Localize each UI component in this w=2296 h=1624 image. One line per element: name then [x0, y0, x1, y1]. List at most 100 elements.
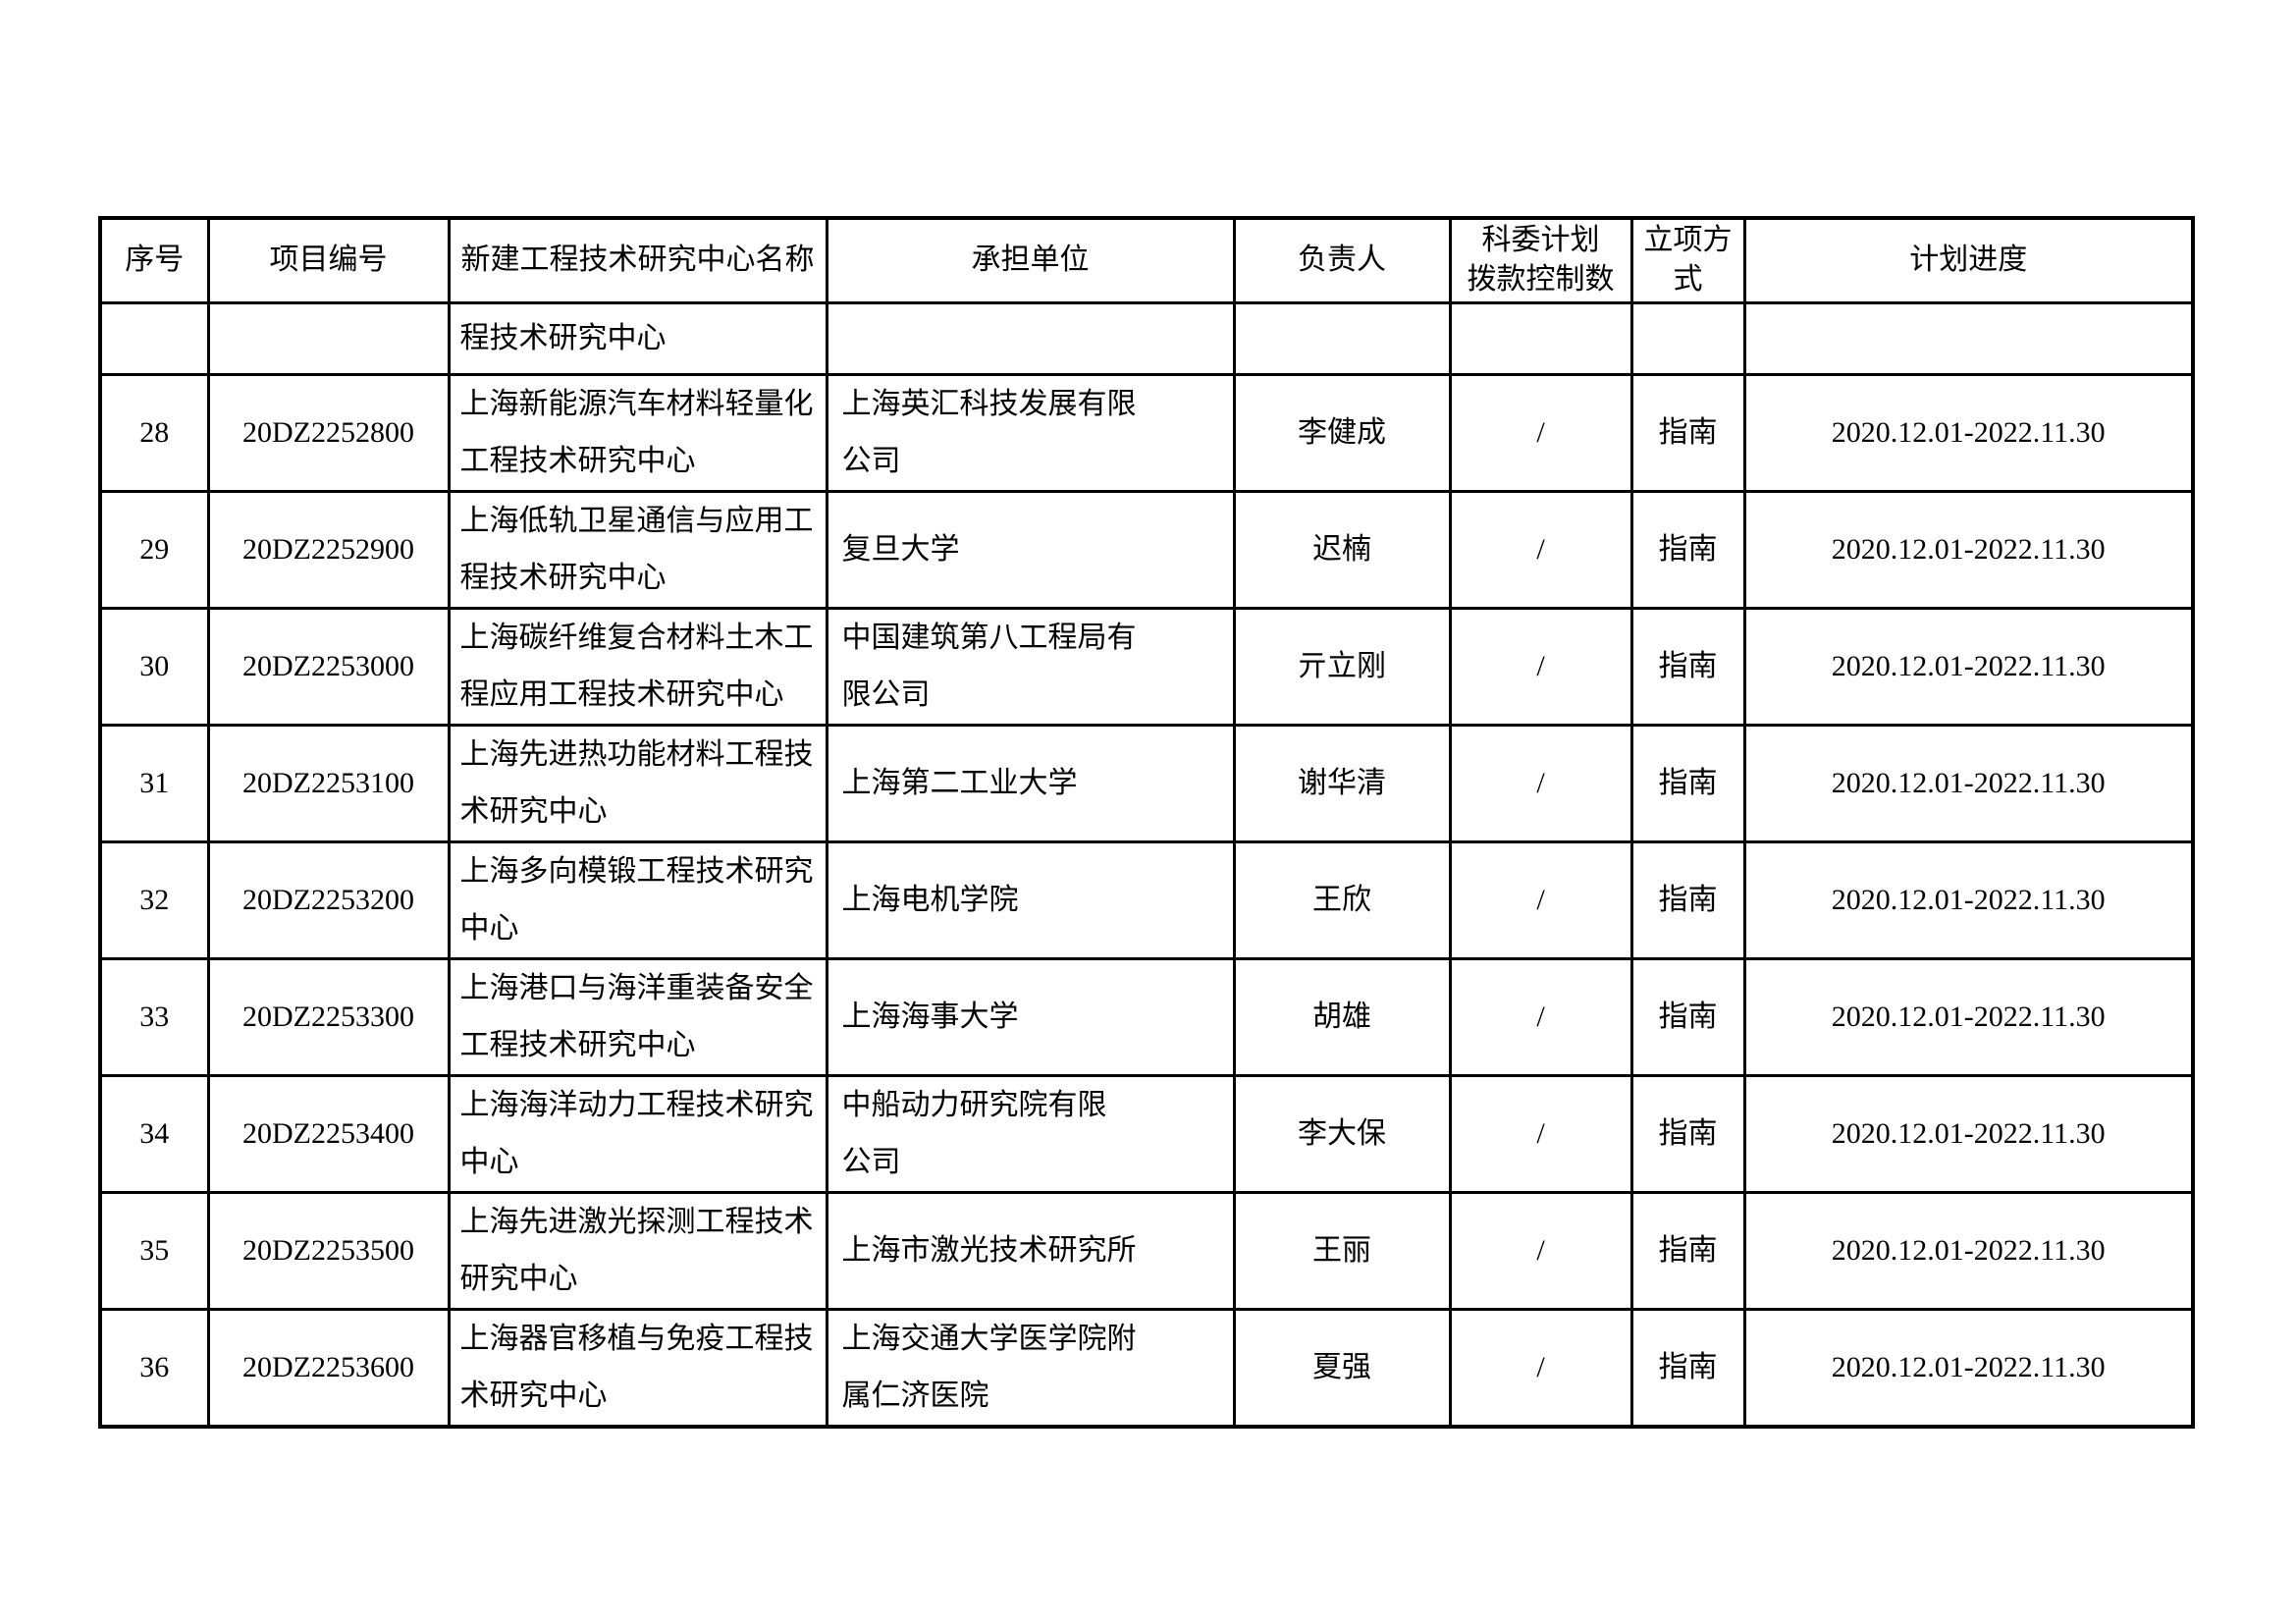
cell-unit: 复旦大学: [825, 489, 1236, 610]
cell-code: 20DZ2253600: [206, 1307, 451, 1428]
cell-name: 上海新能源汽车材料轻量化 工程技术研究中心: [447, 372, 828, 493]
cell-no: 28: [98, 372, 210, 493]
cell-method: 指南: [1629, 1073, 1746, 1194]
cell-schedule: 2020.12.01-2022.11.30: [1742, 723, 2195, 843]
table-row: 29 20DZ2252900 上海低轨卫星通信与应用工 程技术研究中心 复旦大学…: [98, 489, 2195, 610]
header-cell-code: 项目编号: [206, 216, 451, 304]
cell-name: 上海碳纤维复合材料土木工 程应用工程技术研究中心: [447, 606, 828, 727]
cell-leader: 亓立刚: [1232, 606, 1452, 727]
cell-method: 指南: [1629, 489, 1746, 610]
cell-no: 35: [98, 1190, 210, 1311]
cell-name: 上海海洋动力工程技术研究 中心: [447, 1073, 828, 1194]
cell-schedule: [1742, 300, 2195, 376]
cell-leader: 谢华清: [1232, 723, 1452, 843]
cell-method: 指南: [1629, 839, 1746, 960]
cell-grant: /: [1448, 606, 1633, 727]
table-row: 34 20DZ2253400 上海海洋动力工程技术研究 中心 中船动力研究院有限…: [98, 1073, 2195, 1194]
carryover-row: 程技术研究中心: [98, 300, 2195, 376]
cell-unit: 上海电机学院: [825, 839, 1236, 960]
cell-method: 指南: [1629, 372, 1746, 493]
cell-no: 33: [98, 956, 210, 1077]
cell-leader: 胡雄: [1232, 956, 1452, 1077]
cell-name: 上海低轨卫星通信与应用工 程技术研究中心: [447, 489, 828, 610]
cell-code: 20DZ2253500: [206, 1190, 451, 1311]
cell-grant: /: [1448, 1190, 1633, 1311]
cell-schedule: 2020.12.01-2022.11.30: [1742, 606, 2195, 727]
cell-method: 指南: [1629, 1307, 1746, 1428]
cell-unit: 上海第二工业大学: [825, 723, 1236, 843]
header-cell-name: 新建工程技术研究中心名称: [447, 216, 828, 304]
table-row: 30 20DZ2253000 上海碳纤维复合材料土木工 程应用工程技术研究中心 …: [98, 606, 2195, 727]
cell-no: 36: [98, 1307, 210, 1428]
cell-grant: /: [1448, 1307, 1633, 1428]
cell-code: 20DZ2253000: [206, 606, 451, 727]
cell-grant: /: [1448, 839, 1633, 960]
cell-unit: [825, 300, 1236, 376]
cell-name: 上海器官移植与免疫工程技 术研究中心: [447, 1307, 828, 1428]
cell-method: 指南: [1629, 606, 1746, 727]
cell-code: [206, 300, 451, 376]
cell-grant: /: [1448, 1073, 1633, 1194]
table-row: 32 20DZ2253200 上海多向模锻工程技术研究 中心 上海电机学院 王欣…: [98, 839, 2195, 960]
table-row: 31 20DZ2253100 上海先进热功能材料工程技 术研究中心 上海第二工业…: [98, 723, 2195, 843]
header-cell-grant: 科委计划 拨款控制数: [1448, 216, 1633, 304]
cell-unit: 中船动力研究院有限 公司: [825, 1073, 1236, 1194]
cell-grant: /: [1448, 489, 1633, 610]
header-cell-leader: 负责人: [1232, 216, 1452, 304]
cell-method: 指南: [1629, 1190, 1746, 1311]
cell-method: [1629, 300, 1746, 376]
cell-name: 上海先进热功能材料工程技 术研究中心: [447, 723, 828, 843]
cell-grant: /: [1448, 723, 1633, 843]
cell-grant: /: [1448, 372, 1633, 493]
cell-leader: 李健成: [1232, 372, 1452, 493]
table-row: 35 20DZ2253500 上海先进激光探测工程技术 研究中心 上海市激光技术…: [98, 1190, 2195, 1311]
cell-schedule: 2020.12.01-2022.11.30: [1742, 1307, 2195, 1428]
cell-code: 20DZ2252900: [206, 489, 451, 610]
cell-unit: 上海英汇科技发展有限 公司: [825, 372, 1236, 493]
cell-schedule: 2020.12.01-2022.11.30: [1742, 1073, 2195, 1194]
header-cell-no: 序号: [98, 216, 210, 304]
cell-leader: 夏强: [1232, 1307, 1452, 1428]
cell-name: 程技术研究中心: [447, 300, 828, 376]
cell-schedule: 2020.12.01-2022.11.30: [1742, 1190, 2195, 1311]
cell-schedule: 2020.12.01-2022.11.30: [1742, 956, 2195, 1077]
cell-no: 34: [98, 1073, 210, 1194]
cell-code: 20DZ2253400: [206, 1073, 451, 1194]
cell-no: 31: [98, 723, 210, 843]
cell-leader: 王丽: [1232, 1190, 1452, 1311]
header-cell-unit: 承担单位: [825, 216, 1236, 304]
cell-schedule: 2020.12.01-2022.11.30: [1742, 489, 2195, 610]
cell-code: 20DZ2253100: [206, 723, 451, 843]
cell-grant: [1448, 300, 1633, 376]
cell-no: 32: [98, 839, 210, 960]
table-row: 28 20DZ2252800 上海新能源汽车材料轻量化 工程技术研究中心 上海英…: [98, 372, 2195, 493]
cell-unit: 上海交通大学医学院附 属仁济医院: [825, 1307, 1236, 1428]
research-centers-table: 序号 项目编号 新建工程技术研究中心名称 承担单位 负责人 科委计划 拨款控制数…: [98, 216, 2195, 1429]
cell-code: 20DZ2253300: [206, 956, 451, 1077]
cell-name: 上海多向模锻工程技术研究 中心: [447, 839, 828, 960]
cell-code: 20DZ2253200: [206, 839, 451, 960]
cell-leader: [1232, 300, 1452, 376]
cell-method: 指南: [1629, 956, 1746, 1077]
cell-leader: 李大保: [1232, 1073, 1452, 1194]
cell-schedule: 2020.12.01-2022.11.30: [1742, 372, 2195, 493]
cell-unit: 上海海事大学: [825, 956, 1236, 1077]
cell-no: [98, 300, 210, 376]
table-header-row: 序号 项目编号 新建工程技术研究中心名称 承担单位 负责人 科委计划 拨款控制数…: [98, 216, 2195, 304]
cell-method: 指南: [1629, 723, 1746, 843]
cell-name: 上海先进激光探测工程技术 研究中心: [447, 1190, 828, 1311]
cell-schedule: 2020.12.01-2022.11.30: [1742, 839, 2195, 960]
header-cell-method: 立项方式: [1629, 216, 1746, 304]
cell-code: 20DZ2252800: [206, 372, 451, 493]
table-row: 36 20DZ2253600 上海器官移植与免疫工程技 术研究中心 上海交通大学…: [98, 1307, 2195, 1428]
cell-name: 上海港口与海洋重装备安全 工程技术研究中心: [447, 956, 828, 1077]
table-row: 33 20DZ2253300 上海港口与海洋重装备安全 工程技术研究中心 上海海…: [98, 956, 2195, 1077]
cell-unit: 上海市激光技术研究所: [825, 1190, 1236, 1311]
header-cell-schedule: 计划进度: [1742, 216, 2195, 304]
cell-unit: 中国建筑第八工程局有 限公司: [825, 606, 1236, 727]
cell-no: 30: [98, 606, 210, 727]
cell-grant: /: [1448, 956, 1633, 1077]
cell-no: 29: [98, 489, 210, 610]
cell-leader: 迟楠: [1232, 489, 1452, 610]
